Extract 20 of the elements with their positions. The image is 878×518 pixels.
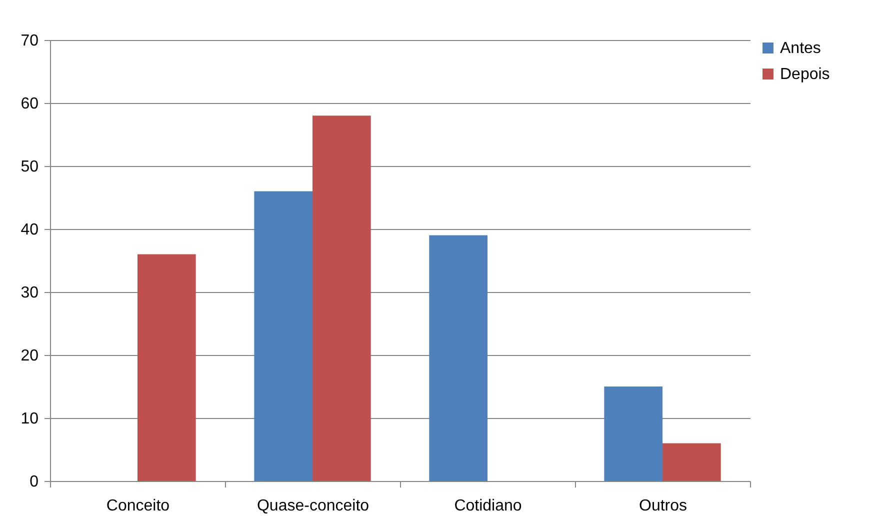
y-tick-label: 10 <box>20 410 39 428</box>
x-tick-label: Outros <box>638 498 688 514</box>
bar <box>604 386 662 481</box>
y-tick-label: 20 <box>20 348 39 364</box>
x-tick-label: Quase-conceito <box>256 498 370 514</box>
x-tick-label: Cotidiano <box>454 498 522 514</box>
y-tick-label: 50 <box>20 158 39 176</box>
legend-label: Depois <box>780 66 830 83</box>
y-tick-label: 60 <box>20 96 39 112</box>
bar <box>138 254 196 481</box>
y-tick-label: 70 <box>20 32 39 50</box>
x-tick-label: Conceito <box>106 498 170 514</box>
bar <box>254 191 312 481</box>
bar <box>429 235 488 481</box>
y-tick-label: 30 <box>20 284 39 302</box>
bar <box>662 443 721 481</box>
legend-label: Antes <box>780 40 821 57</box>
bar <box>312 116 371 481</box>
y-tick-label: 40 <box>20 222 39 238</box>
y-tick-label: 0 <box>30 474 39 490</box>
